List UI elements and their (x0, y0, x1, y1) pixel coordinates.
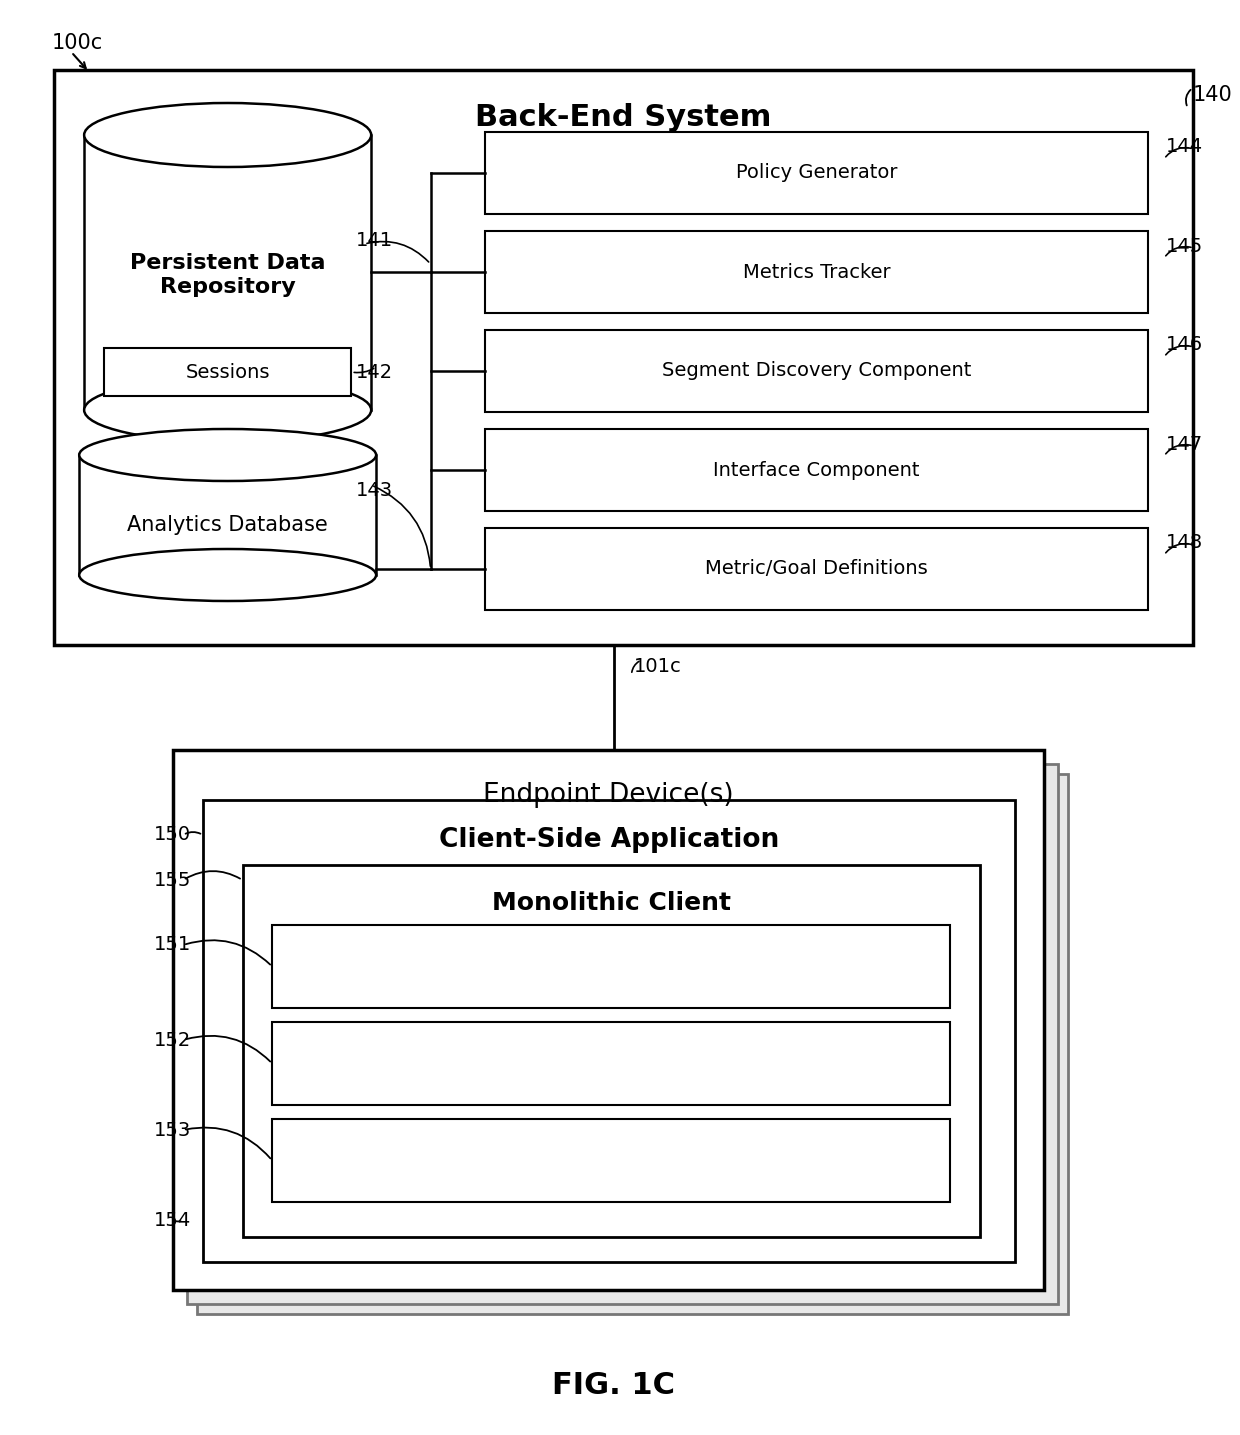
Ellipse shape (84, 103, 371, 166)
Polygon shape (84, 135, 371, 410)
Ellipse shape (84, 377, 371, 442)
Text: Segment Discovery Component: Segment Discovery Component (662, 362, 971, 380)
Bar (104, 349, 351, 396)
Text: Metrics Tracker: Metrics Tracker (743, 263, 890, 281)
Text: Back-End System: Back-End System (475, 103, 771, 132)
Text: 101c: 101c (634, 657, 681, 676)
Text: 151: 151 (154, 936, 191, 954)
Text: Metric/Goal Definitions: Metric/Goal Definitions (706, 560, 928, 578)
Text: Sessions: Sessions (186, 363, 270, 382)
Bar (187, 763, 1058, 1304)
Text: Control Policy: Control Policy (541, 957, 682, 976)
Bar (485, 528, 1148, 610)
Text: 152: 152 (154, 1030, 191, 1049)
Bar (485, 231, 1148, 313)
Bar (203, 799, 1014, 1261)
Text: Session: Session (572, 1151, 651, 1171)
Text: 150: 150 (154, 825, 191, 845)
Text: Analytics Database: Analytics Database (128, 515, 329, 535)
Text: 155: 155 (154, 871, 191, 890)
Text: 100c: 100c (52, 33, 103, 53)
Bar (55, 70, 1193, 644)
Bar (485, 330, 1148, 412)
Bar (273, 1119, 950, 1203)
Text: 142: 142 (356, 363, 393, 382)
Text: Optimized Policy: Optimized Policy (525, 1053, 698, 1073)
Text: 144: 144 (1166, 138, 1203, 156)
Bar (273, 1022, 950, 1105)
Bar (174, 751, 1044, 1290)
Text: 143: 143 (356, 481, 393, 499)
Bar (273, 926, 950, 1007)
Text: Interface Component: Interface Component (713, 461, 920, 479)
Bar (243, 865, 980, 1237)
Text: 154: 154 (154, 1211, 191, 1230)
Text: Policy Generator: Policy Generator (735, 164, 898, 182)
Ellipse shape (79, 429, 376, 481)
Bar (485, 132, 1148, 214)
Text: FIG. 1C: FIG. 1C (552, 1370, 676, 1399)
Text: 148: 148 (1166, 534, 1203, 552)
Polygon shape (79, 455, 376, 575)
Text: Client-Side Application: Client-Side Application (439, 827, 779, 852)
Text: 147: 147 (1166, 435, 1203, 453)
Text: 141: 141 (356, 231, 393, 250)
Text: 140: 140 (1193, 85, 1233, 105)
Bar (197, 773, 1068, 1314)
Ellipse shape (79, 550, 376, 601)
Text: 145: 145 (1166, 237, 1203, 255)
Bar (485, 429, 1148, 511)
Text: Endpoint Device(s): Endpoint Device(s) (484, 782, 734, 808)
Text: 146: 146 (1166, 336, 1203, 354)
Text: Monolithic Client: Monolithic Client (492, 891, 730, 916)
Text: Persistent Data
Repository: Persistent Data Repository (130, 254, 325, 297)
Text: 153: 153 (154, 1121, 191, 1139)
